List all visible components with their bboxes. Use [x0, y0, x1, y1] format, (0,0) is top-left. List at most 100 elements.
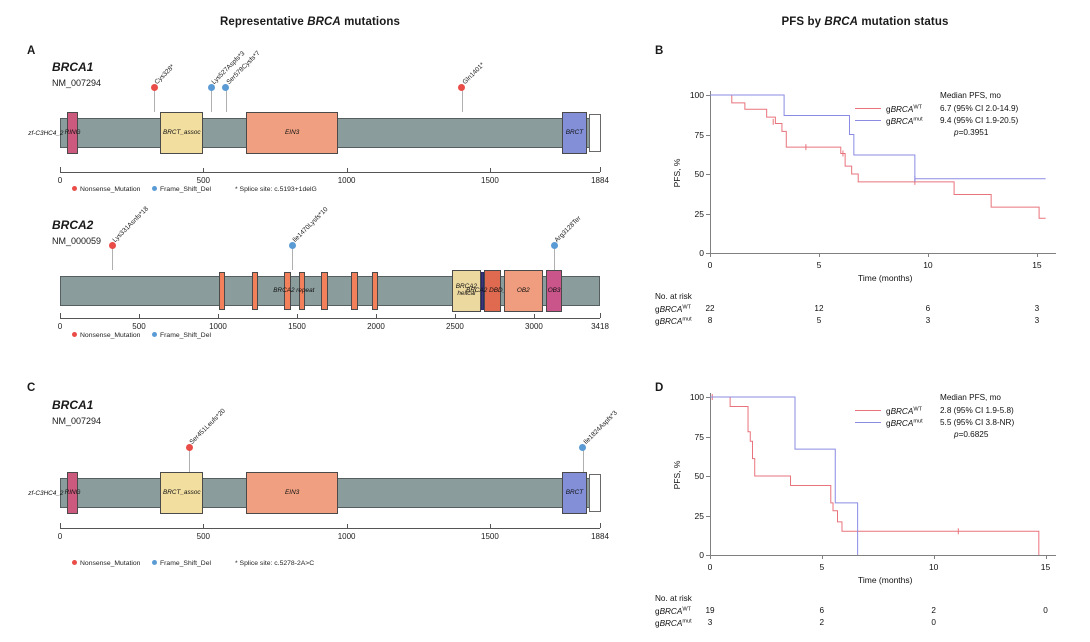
domain-ob2: OB2	[503, 270, 543, 312]
axis-tick-label-500: 500	[197, 176, 210, 185]
superscript: mut	[682, 316, 692, 322]
axis-line	[60, 318, 600, 319]
axis-tick-2500	[454, 314, 456, 318]
domain-label: EIN3	[285, 128, 300, 136]
splice-note-text: * Splice site: c.5278-2A>C	[235, 560, 315, 567]
km-legend-entry-0[interactable]: gBRCAWT	[855, 406, 922, 416]
risk-value-0-3: 3	[1035, 304, 1040, 313]
panel-c-lollipop: BRCA1 NM_007294	[0, 0, 620, 426]
right-figure-title: PFS by BRCA mutation status	[700, 16, 1030, 28]
p-italic: p	[954, 430, 959, 439]
axis-tick-3000	[533, 314, 535, 318]
panel-letter-a: A	[27, 45, 36, 57]
y-tick-0	[706, 253, 710, 254]
risk-table-title: No. at risk	[655, 594, 692, 603]
panel-a-gene-name: BRCA1	[52, 60, 94, 74]
median-value-0: 2.8 (95% CI 1.9-5.8)	[940, 406, 1014, 415]
km-legend-entry-0[interactable]: gBRCAWT	[855, 104, 922, 114]
mutation-dot-1[interactable]	[288, 242, 296, 249]
axis-tick-1500	[489, 524, 491, 528]
y-tick-value: 50	[694, 169, 704, 179]
x-tick-label-15: 15	[1041, 562, 1050, 572]
risk-value-text: 3	[925, 316, 931, 325]
x-tick-value: 0	[707, 260, 713, 270]
km-legend-entry-1[interactable]: gBRCAmut	[855, 116, 923, 126]
y-tick-value: 25	[694, 208, 704, 219]
domain-ein3: EIN3	[246, 472, 339, 514]
legend-nonsense: Nonsense_Mutation	[72, 186, 140, 193]
mutation-dot-2[interactable]	[550, 242, 558, 249]
domain-label-zf-c3hc4-2: zf-C3HC4_2	[28, 130, 64, 137]
risk-value-text: 8	[707, 316, 713, 325]
axis-tick-value: 0	[57, 322, 63, 331]
mutation-label-2: Arg3128Ter	[554, 215, 583, 244]
p-value: p=0.6825	[954, 430, 988, 439]
axis-tick-value: 1000	[209, 322, 227, 331]
domain-brca2-repeat-4	[298, 272, 305, 310]
risk-value-text: 22	[705, 304, 715, 313]
domain-brca2-repeat-3	[284, 272, 291, 310]
x-tick-label-10: 10	[923, 260, 932, 270]
mutation-dot-1[interactable]	[207, 84, 215, 91]
mutation-dot-0[interactable]	[150, 84, 158, 91]
legend-nonsense: Nonsense_Mutation	[72, 560, 140, 567]
km-legend-entry-1[interactable]: gBRCAmut	[855, 418, 923, 428]
km-curve-1	[710, 396, 859, 555]
legend-splice-note: * Splice site: c.5278-2A>C	[235, 560, 314, 567]
panel-letter-b: B	[655, 45, 664, 57]
mutation-stick-2	[554, 248, 556, 270]
mutation-stick-0	[189, 450, 191, 472]
mutation-stick-1	[582, 450, 584, 472]
domain-label: EIN3	[285, 488, 300, 496]
mutation-dot-0[interactable]	[108, 242, 116, 249]
domain-ob1: BRCA2 DBD_OB1	[466, 270, 519, 312]
x-axis-line	[710, 253, 1056, 254]
panel-a-brca2-lollipop: BRCA2 NM_000059	[0, 0, 620, 246]
axis-tick-500	[203, 524, 205, 528]
p-italic: p	[954, 128, 959, 137]
y-tick-value: 75	[694, 129, 704, 140]
panel-a-accession: NM_007294	[52, 78, 102, 88]
median-header-text: Median PFS, mo	[940, 393, 1001, 402]
track-end-cap	[589, 114, 601, 152]
domain-label: RING	[64, 128, 81, 136]
x-tick-value: 5	[819, 562, 825, 572]
y-tick-label-0: 0	[680, 248, 704, 258]
mutation-stick-2	[225, 90, 227, 112]
y-tick-0	[706, 555, 710, 556]
mutation-dot-1[interactable]	[579, 444, 587, 451]
axis-tick-value: 1884	[591, 176, 609, 185]
mutation-dot-0[interactable]	[185, 444, 193, 451]
axis-tick-3418	[600, 313, 601, 318]
splice-note-text: * Splice site: c.5193+1delG	[235, 186, 317, 193]
risk-value-text: 3	[707, 618, 713, 627]
legend-line-swatch	[855, 120, 881, 122]
axis-tick-label-500: 500	[197, 532, 210, 541]
x-tick-5	[821, 555, 823, 559]
superscript: mut	[913, 418, 923, 424]
domain-brct-assoc: BRCT_assoc	[160, 472, 204, 514]
mutation-label-text: Ile1470Lysfs*10	[291, 206, 330, 244]
mutation-dot-2[interactable]	[222, 84, 230, 91]
legend-nonsense-label: Nonsense_Mutation	[80, 332, 141, 339]
domain-label: BRCT	[565, 488, 584, 496]
median-value-text: 6.7 (95% CI 2.0-14.9)	[940, 104, 1019, 113]
mutation-label-0: Ser451Leufs*20	[189, 408, 227, 446]
axis-tick-0	[60, 523, 61, 528]
domain-label: BRCA2 DBD_OB1	[466, 286, 519, 294]
median-header: Median PFS, mo	[940, 393, 1001, 402]
mutation-dot-3[interactable]	[458, 84, 466, 91]
y-tick-label-100: 100	[680, 392, 704, 402]
risk-value-1-2: 0	[931, 618, 936, 627]
x-axis-title: Time (months)	[858, 575, 912, 585]
y-tick-label-25: 25	[680, 209, 704, 219]
domain-label: BRCA2 helical	[455, 283, 478, 297]
x-axis-title: Time (months)	[858, 273, 912, 283]
x-tick-15	[1045, 555, 1047, 559]
mutation-label-0: Lys331Asnfs*18	[112, 205, 150, 243]
risk-value-text: 5	[816, 316, 822, 325]
risk-row-name: gBRCAmut	[655, 316, 692, 326]
mutation-label-text: Arg3128Ter	[553, 214, 583, 244]
legend-line-swatch	[855, 422, 881, 424]
superscript: WT	[913, 104, 923, 110]
